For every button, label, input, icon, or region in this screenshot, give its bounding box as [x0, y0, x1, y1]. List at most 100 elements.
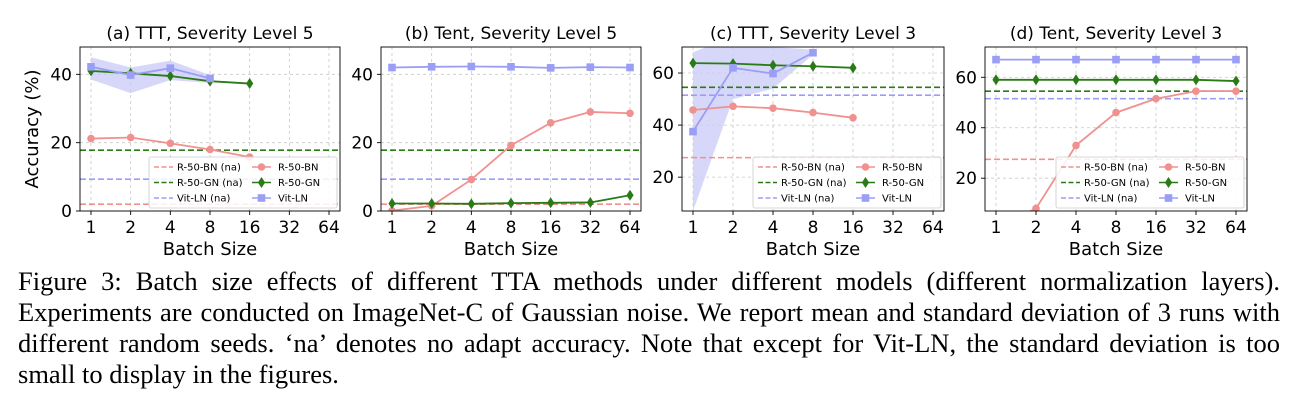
data-point-r-50-bn	[206, 145, 214, 154]
data-point-r-50-gn	[246, 78, 254, 90]
data-point-vit-ln	[507, 63, 515, 71]
x-tick-label: 64	[1225, 218, 1247, 238]
data-point-r-50-gn	[769, 59, 777, 71]
legend-marker-r-50-bn	[257, 163, 266, 171]
x-tick-label: 1	[991, 218, 1002, 238]
x-tick-label: 4	[1071, 218, 1082, 238]
y-axis-label: Accuracy (%)	[22, 69, 43, 188]
data-point-r-50-bn	[1112, 108, 1120, 117]
legend-label: R-50-GN (na)	[781, 178, 847, 189]
legend-label: R-50-BN	[1185, 163, 1225, 174]
data-point-vit-ln	[809, 48, 817, 57]
data-point-r-50-gn	[1192, 74, 1200, 86]
legend-label: R-50-GN	[882, 178, 924, 189]
data-point-r-50-bn	[1232, 87, 1240, 95]
legend-label: Vit-LN	[882, 194, 912, 205]
data-point-r-50-gn	[586, 196, 594, 208]
y-tick-label: 0	[362, 202, 373, 222]
legend-label: R-50-BN (na)	[177, 163, 241, 174]
y-tick-label: 40	[955, 119, 977, 139]
x-tick-label: 16	[842, 218, 864, 238]
data-point-r-50-bn	[467, 175, 476, 184]
legend-label: R-50-GN	[278, 178, 320, 189]
data-point-r-50-gn	[689, 57, 697, 69]
data-point-r-50-gn	[166, 70, 174, 82]
x-tick-label: 2	[426, 218, 437, 238]
y-tick-label: 20	[351, 134, 373, 154]
data-point-vit-ln	[546, 64, 555, 72]
data-point-r-50-gn	[1032, 74, 1040, 86]
legend-label: Vit-LN (na)	[781, 194, 835, 205]
data-point-r-50-bn	[586, 108, 595, 116]
x-tick-label: 16	[540, 218, 562, 238]
data-point-r-50-bn	[1192, 87, 1200, 95]
legend-marker-r-50-gn	[257, 177, 266, 188]
legend-marker-vit-ln	[1164, 194, 1173, 202]
data-point-r-50-bn	[1072, 141, 1080, 150]
legend-marker-vit-ln	[257, 194, 266, 202]
x-tick-label: 1	[86, 218, 97, 238]
data-point-r-50-bn	[769, 104, 777, 112]
legend-label: Vit-LN	[278, 194, 308, 205]
data-point-r-50-bn	[1032, 204, 1040, 211]
data-point-r-50-bn	[689, 106, 697, 114]
figure: 1 2 4 8 16 32 64 0 20 40 (a) TTT, Severity Level 5…	[22, 24, 1248, 260]
data-point-vit-ln	[467, 62, 476, 71]
legend-label: R-50-BN	[882, 163, 922, 174]
data-point-r-50-gn	[388, 197, 396, 209]
chart-title: (a) TTT, Severity Level 5	[106, 24, 313, 44]
x-axis-label: Batch Size	[766, 239, 860, 260]
data-point-vit-ln	[689, 127, 697, 136]
legend-box	[752, 156, 942, 209]
data-point-r-50-gn	[992, 74, 1000, 86]
data-point-r-50-gn	[507, 197, 515, 209]
legend-marker-r-50-bn	[861, 163, 870, 171]
legend-marker-r-50-gn	[861, 177, 870, 188]
data-point-r-50-gn	[1112, 74, 1120, 86]
legend-label: R-50-BN (na)	[781, 163, 845, 174]
x-tick-label: 32	[1185, 218, 1207, 238]
legend: R-50-BN (na) R-50-GN (na) Vit-LN (na) R-50-…	[148, 156, 338, 209]
data-point-r-50-gn	[849, 62, 857, 74]
x-tick-label: 8	[808, 218, 819, 238]
data-point-r-50-gn	[1152, 74, 1160, 86]
legend-label: Vit-LN (na)	[177, 194, 231, 205]
data-point-r-50-bn	[166, 139, 175, 148]
x-tick-label: 64	[318, 218, 340, 238]
chart-title: (b) Tent, Severity Level 5	[405, 24, 617, 44]
x-tick-label: 1	[387, 218, 398, 238]
data-point-r-50-bn	[849, 114, 857, 122]
data-point-vit-ln	[126, 71, 135, 79]
legend-marker-r-50-bn	[1164, 163, 1173, 171]
chart-title: (c) TTT, Severity Level 3	[710, 24, 916, 44]
data-point-r-50-bn	[1152, 94, 1160, 103]
y-tick-label: 20	[652, 168, 674, 188]
x-tick-label: 64	[922, 218, 944, 238]
x-axis-label: Batch Size	[163, 239, 257, 260]
data-point-r-50-gn	[1232, 75, 1240, 87]
x-tick-label: 4	[768, 218, 779, 238]
data-point-r-50-gn	[809, 60, 817, 72]
plot-area	[985, 55, 1247, 211]
x-tick-label: 8	[506, 218, 517, 238]
legend-label: R-50-BN (na)	[1084, 163, 1148, 174]
data-point-vit-ln	[1032, 55, 1040, 64]
figure-caption: Figure 3: Batch size effects of differen…	[18, 266, 1280, 389]
legend-label: R-50-GN (na)	[1084, 178, 1150, 189]
x-tick-label: 1	[688, 218, 699, 238]
data-point-vit-ln	[729, 64, 737, 72]
legend: R-50-BN (na) R-50-GN (na) Vit-LN (na) R-50-…	[752, 156, 942, 209]
data-point-r-50-gn	[547, 197, 555, 209]
x-tick-label: 32	[882, 218, 904, 238]
data-point-r-50-bn	[626, 109, 634, 118]
legend-marker-vit-ln	[861, 194, 870, 202]
data-point-vit-ln	[1232, 55, 1240, 64]
x-tick-label: 2	[728, 218, 739, 238]
series-line-vit-ln	[692, 51, 814, 133]
legend-marker-r-50-gn	[1164, 177, 1173, 188]
x-tick-label: 32	[279, 218, 301, 238]
legend-box	[148, 156, 338, 209]
y-tick-label: 40	[50, 65, 72, 85]
data-point-r-50-bn	[546, 119, 555, 127]
y-tick-label: 40	[351, 65, 373, 85]
